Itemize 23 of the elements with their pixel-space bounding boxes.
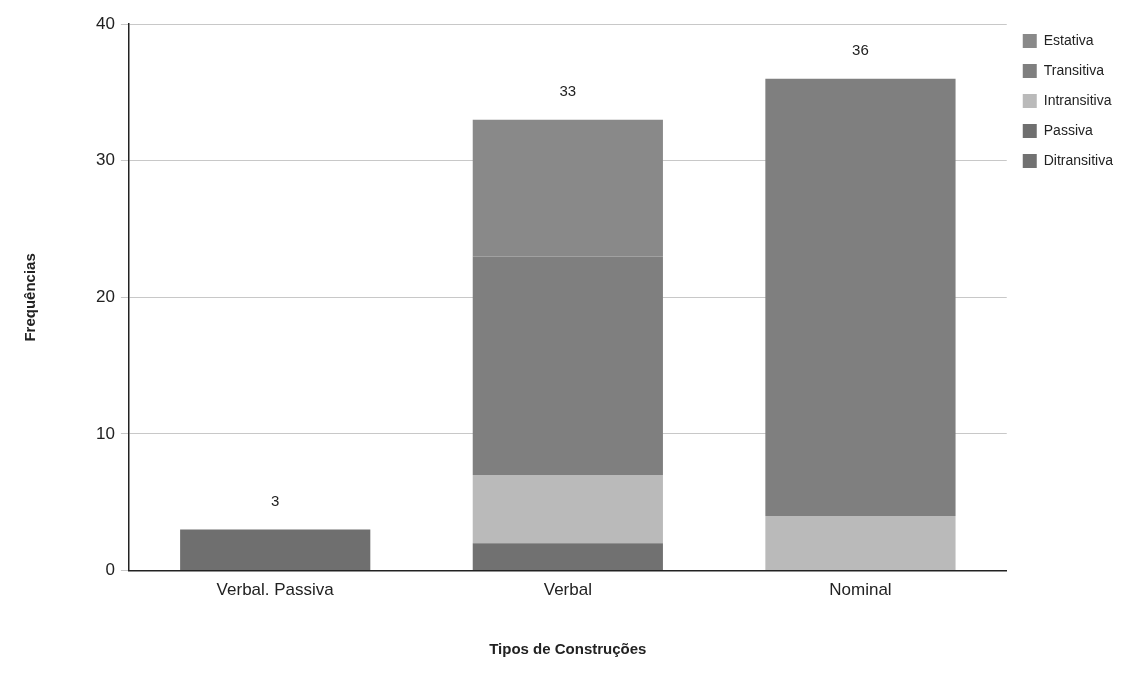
bar [180,529,371,571]
y-tick-label: 40 [95,13,115,33]
y-tick-label: 0 [105,560,115,580]
legend-label: Transitiva [1043,61,1105,78]
bar [472,543,663,571]
x-axis-title: Tipos de Construções [489,640,647,658]
legend-label: Passiva [1043,121,1093,138]
legend-label: Ditransitiva [1043,151,1114,168]
bar [765,515,956,571]
total-label: 36 [852,41,869,59]
x-tick-label: Nominal [829,580,892,600]
total-label: 3 [271,492,280,510]
bar [472,474,663,544]
y-tick-label: 20 [95,287,115,307]
y-tick-label: 30 [95,150,115,170]
y-tick-label: 10 [95,423,115,443]
x-tick-label: Verbal. Passiva [216,580,335,600]
legend-label: Intransitiva [1043,91,1112,108]
bar [765,78,956,516]
total-label: 33 [559,82,577,100]
legend-label: Estativa [1043,31,1094,48]
x-tick-label: Verbal [543,580,592,600]
y-axis-title: Frequências [21,253,39,342]
